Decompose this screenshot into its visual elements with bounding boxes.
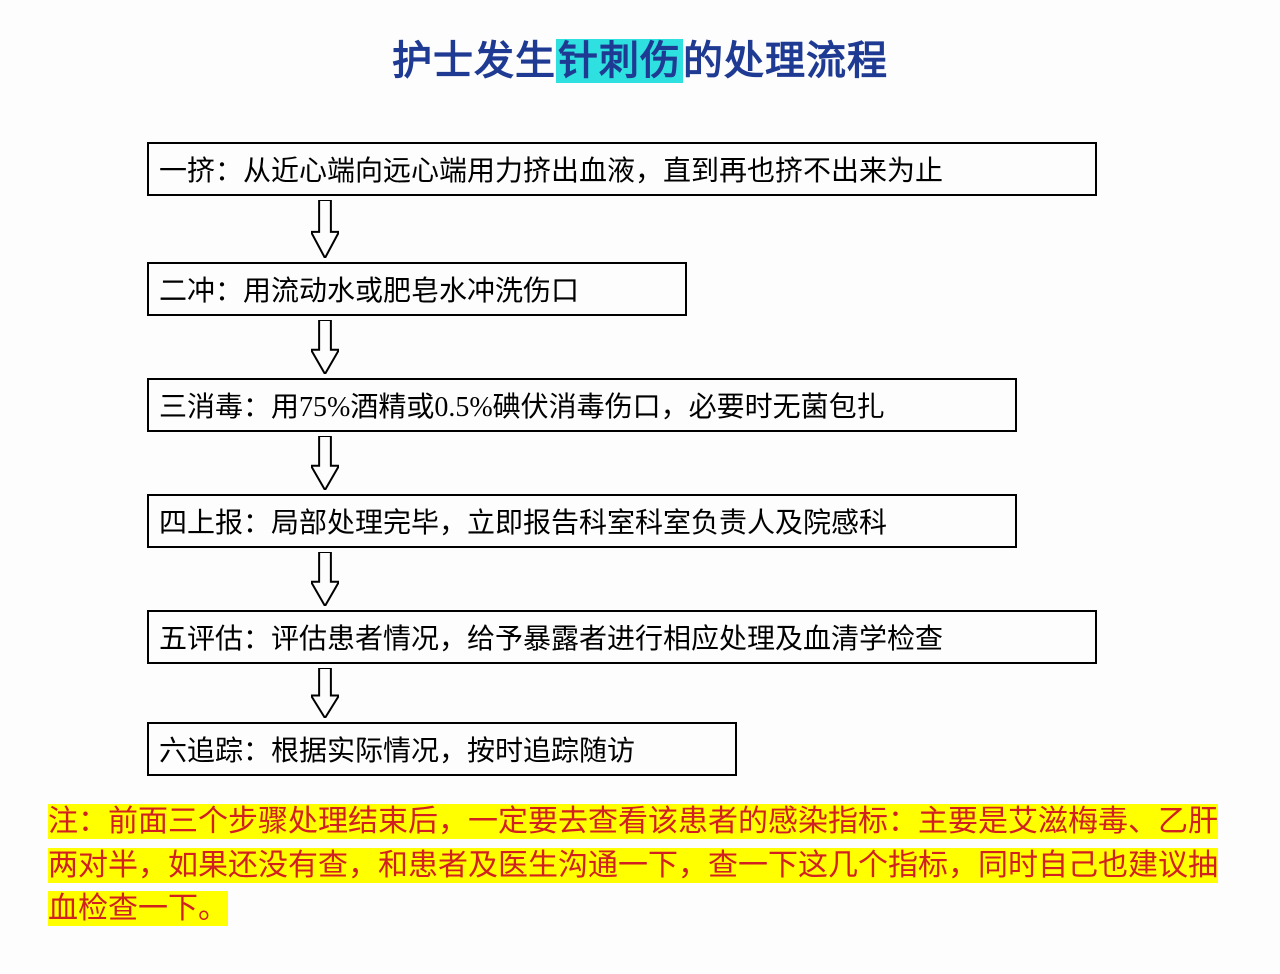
title-highlight: 针刺伤 bbox=[556, 39, 683, 83]
flow-step-label: 六追踪：根据实际情况，按时追踪随访 bbox=[159, 729, 635, 769]
title-pre: 护士发生 bbox=[392, 39, 556, 83]
flow-step-label: 二冲：用流动水或肥皂水冲洗伤口 bbox=[159, 269, 579, 309]
flow-step-label: 一挤：从近心端向远心端用力挤出血液，直到再也挤不出来为止 bbox=[159, 149, 943, 189]
page-title: 护士发生针刺伤的处理流程 bbox=[392, 28, 888, 86]
flow-step-label: 三消毒：用75%酒精或0.5%碘伏消毒伤口，必要时无菌包扎 bbox=[159, 385, 885, 425]
flow-step-3: 三消毒：用75%酒精或0.5%碘伏消毒伤口，必要时无菌包扎 bbox=[147, 378, 1017, 432]
flow-step-5: 五评估：评估患者情况，给予暴露者进行相应处理及血清学检查 bbox=[147, 610, 1097, 664]
flow-step-1: 一挤：从近心端向远心端用力挤出血液，直到再也挤不出来为止 bbox=[147, 142, 1097, 196]
flow-step-label: 四上报：局部处理完毕，立即报告科室科室负责人及院感科 bbox=[159, 501, 887, 541]
flow-arrow-2 bbox=[311, 320, 339, 374]
title-post: 的处理流程 bbox=[683, 39, 888, 83]
flow-arrow-3 bbox=[311, 436, 339, 490]
flow-arrow-1 bbox=[311, 200, 339, 258]
note-text: 注：前面三个步骤处理结束后，一定要去查看该患者的感染指标：主要是艾滋梅毒、乙肝两… bbox=[48, 804, 1218, 926]
page-title-container: 护士发生针刺伤的处理流程 bbox=[0, 28, 1280, 86]
flow-step-4: 四上报：局部处理完毕，立即报告科室科室负责人及院感科 bbox=[147, 494, 1017, 548]
flow-step-6: 六追踪：根据实际情况，按时追踪随访 bbox=[147, 722, 737, 776]
flow-step-2: 二冲：用流动水或肥皂水冲洗伤口 bbox=[147, 262, 687, 316]
flow-step-label: 五评估：评估患者情况，给予暴露者进行相应处理及血清学检查 bbox=[159, 617, 943, 657]
flow-arrow-5 bbox=[311, 668, 339, 718]
note-container: 注：前面三个步骤处理结束后，一定要去查看该患者的感染指标：主要是艾滋梅毒、乙肝两… bbox=[48, 800, 1238, 931]
flow-arrow-4 bbox=[311, 552, 339, 606]
